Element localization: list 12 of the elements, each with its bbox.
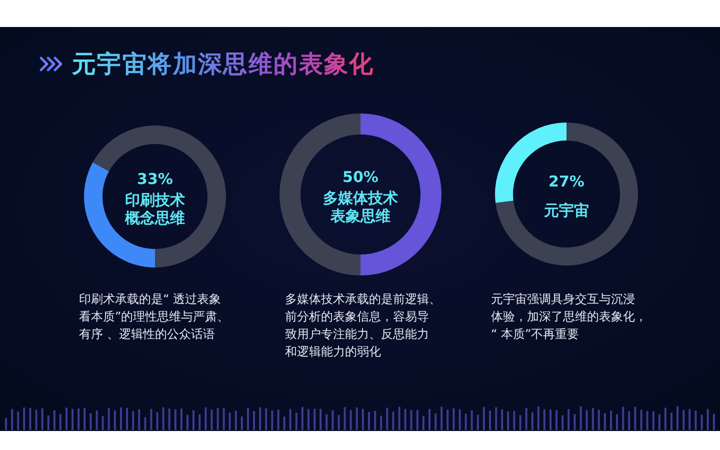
data-label: 33% xyxy=(137,170,173,188)
text: 元宇宙将加深思维的表象化 xyxy=(71,50,374,78)
data-label: 27% xyxy=(548,172,584,190)
text: 元宇宙强调具身交互与沉浸体验，加深了思维的表象化，“ 本质”不再重要 xyxy=(491,292,647,341)
donut-slice xyxy=(92,126,226,268)
slice-label: 元宇宙 xyxy=(543,202,589,220)
donut-slice xyxy=(496,122,638,266)
text: 多媒体技术承载的是前逻辑、前分析的表象信息，容易导致用户专注能力、反思能力和逻辑能力的弱化 xyxy=(285,292,441,358)
text: 印刷术承载的是“ 透过表象看本质”的理性思维与严肃、有序 、逻辑性的公众话语 xyxy=(79,292,230,341)
slice-label: 印刷技术概念思维 xyxy=(124,191,185,227)
data-label: 50% xyxy=(342,168,378,186)
slice-label: 多媒体技术表象思维 xyxy=(323,189,398,225)
